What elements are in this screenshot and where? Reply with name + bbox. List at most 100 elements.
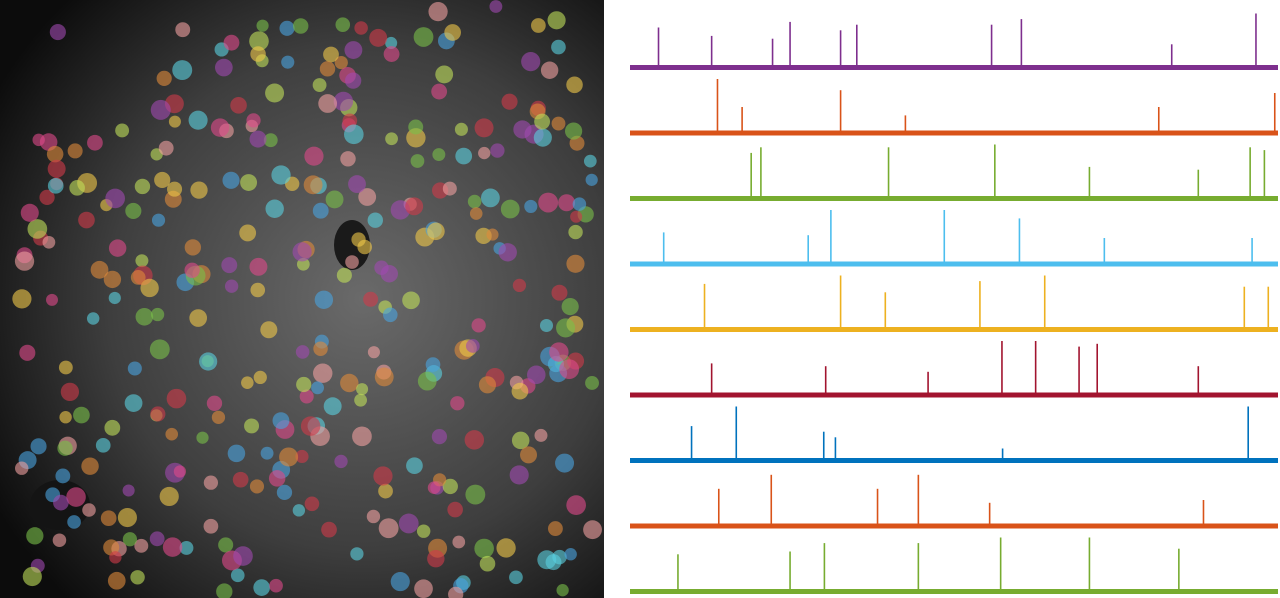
roi [150, 307, 165, 322]
roi [583, 154, 597, 168]
roi [151, 213, 166, 227]
roi [295, 345, 310, 359]
roi [486, 228, 499, 241]
roi [249, 130, 267, 148]
roi [566, 495, 586, 515]
roi [334, 55, 348, 70]
roi [312, 78, 327, 92]
roi [318, 94, 338, 113]
roi [417, 371, 437, 391]
roi [551, 284, 568, 301]
roi [167, 181, 183, 197]
roi [196, 431, 209, 444]
roi [454, 122, 468, 136]
roi [109, 551, 122, 564]
roi [478, 376, 497, 394]
roi [115, 123, 130, 138]
roi [556, 318, 576, 338]
roi [184, 239, 202, 256]
roi [373, 466, 393, 486]
roi [414, 579, 433, 598]
roi [292, 504, 306, 517]
roi [299, 389, 314, 404]
roi [390, 200, 411, 220]
roi [81, 457, 99, 475]
roi [39, 189, 55, 206]
roi [135, 254, 149, 268]
roi [279, 447, 299, 467]
roi [452, 535, 466, 549]
roi [555, 453, 575, 473]
roi [354, 393, 367, 407]
roi [173, 465, 187, 478]
roi [214, 58, 233, 77]
roi [140, 278, 159, 298]
roi [540, 61, 559, 79]
roi [450, 396, 465, 411]
roi [511, 382, 529, 400]
roi [125, 202, 142, 219]
roi [572, 197, 587, 211]
roi [210, 118, 230, 137]
roi [467, 194, 482, 209]
roi [348, 175, 366, 194]
roi [279, 20, 295, 36]
roi [323, 46, 339, 63]
roi [67, 143, 83, 159]
roi [105, 188, 125, 209]
roi [416, 524, 431, 538]
roi [46, 145, 64, 163]
roi [265, 83, 285, 103]
roi [425, 357, 441, 372]
roi [240, 174, 258, 191]
roi [405, 197, 424, 216]
roi [188, 110, 208, 130]
roi [14, 251, 35, 271]
roi [134, 178, 151, 195]
roi [86, 312, 100, 325]
roi [471, 318, 486, 333]
roi [227, 444, 246, 463]
roi [134, 538, 149, 553]
roi [268, 470, 286, 487]
roi [265, 199, 284, 218]
roi [385, 132, 398, 146]
roi [189, 309, 208, 327]
roi [73, 406, 90, 424]
roi [218, 537, 234, 553]
roi [103, 270, 122, 289]
roi [383, 46, 400, 62]
roi [27, 219, 48, 239]
roi [211, 410, 226, 424]
roi [568, 224, 583, 240]
roi [158, 140, 174, 156]
roi [246, 113, 261, 128]
roi [350, 547, 364, 561]
roi [531, 18, 546, 33]
roi [253, 370, 267, 385]
roi [12, 289, 32, 309]
roi [57, 440, 73, 456]
roi [55, 468, 71, 484]
roi [398, 513, 419, 534]
roi [124, 394, 143, 412]
roi [538, 192, 559, 213]
roi [272, 412, 290, 430]
roi [230, 568, 245, 583]
roi [250, 282, 266, 298]
roi [250, 46, 266, 62]
roi [130, 270, 146, 285]
roi [260, 321, 278, 339]
roi [135, 307, 154, 326]
roi [469, 207, 483, 220]
roi [501, 93, 518, 110]
roi [233, 546, 253, 566]
roi [32, 133, 45, 147]
roi [179, 540, 194, 555]
roi [295, 449, 309, 464]
roi [413, 27, 434, 47]
roi [230, 97, 247, 114]
roi [66, 487, 86, 507]
roi [435, 65, 454, 84]
roi [345, 255, 359, 269]
